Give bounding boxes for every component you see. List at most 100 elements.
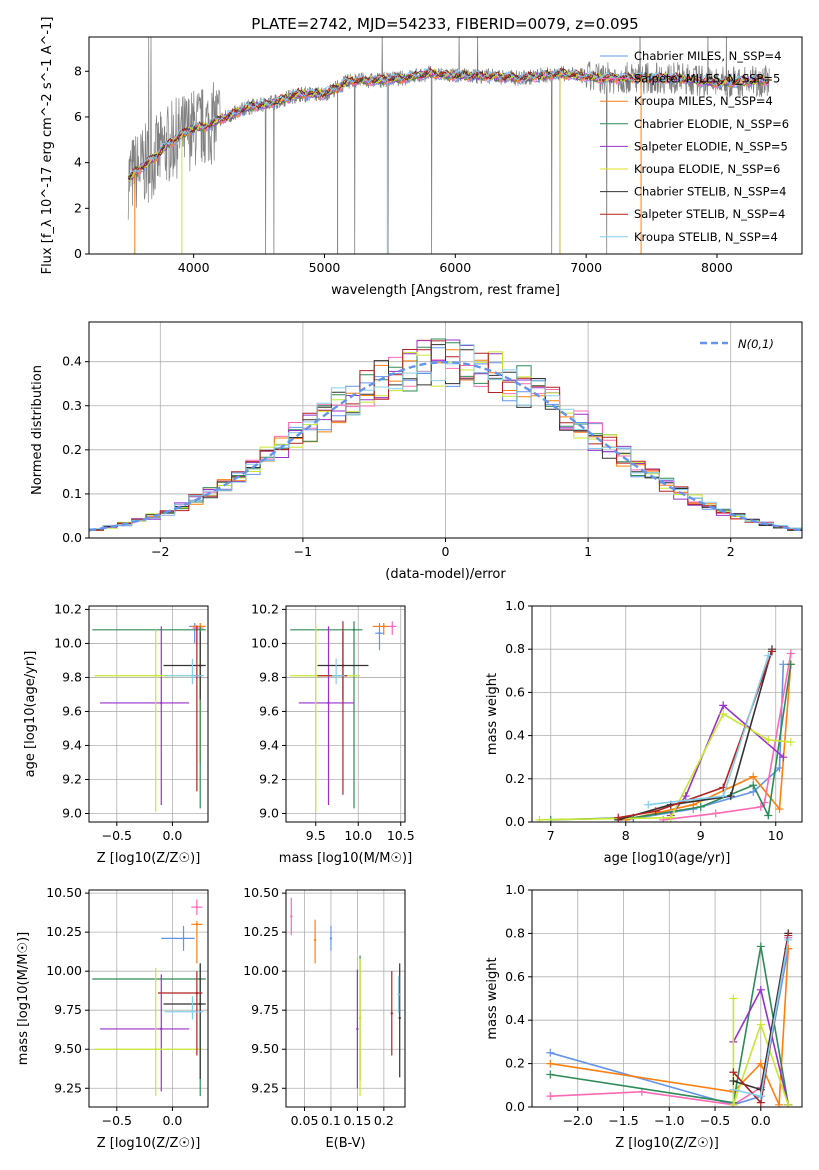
weight_vs_age-point-marker xyxy=(786,649,795,658)
age_vs_mass-ytick-label: 9.0 xyxy=(259,805,279,820)
weight_vs_age-ytick-label: 0.6 xyxy=(505,684,525,699)
age_vs_Z-ytick-label: 9.4 xyxy=(62,737,82,752)
spectrum-ylabel: Flux [f_λ 10^-17 erg cm^-2 s^-1 A^-1] xyxy=(40,17,55,275)
mass_vs_ebv-xlabel: E(B-V) xyxy=(325,1136,365,1151)
weight_vs_Z-point-marker xyxy=(546,1048,555,1057)
weight_vs_age-point-marker xyxy=(786,738,795,747)
legend-label: Kroupa STELIB, N_SSP=4 xyxy=(634,230,778,244)
weight_vs_Z-plot-area xyxy=(546,929,793,1107)
mass_vs_ebv-ytick-label: 9.50 xyxy=(251,1041,279,1056)
mass_vs_ebv-point xyxy=(397,993,400,996)
mass_vs_ebv-panel: 0.05 0.1 0.15 0.2 9.25 9.50 9.75 10.00 10.25 10.5… xyxy=(243,885,406,1151)
weight_vs_age-point-marker xyxy=(764,811,773,820)
weight_vs_age-point-marker xyxy=(779,753,788,762)
residuals-ytick-label: 0.2 xyxy=(62,442,82,457)
mass_vs_Z-point xyxy=(195,991,199,995)
age_vs_mass-ytick-label: 10.0 xyxy=(251,635,279,650)
age_vs_mass-xtick-label: 10.5 xyxy=(387,828,415,843)
weight_vs_Z-ytick-label: 0.6 xyxy=(505,969,525,984)
residuals-ytick-label: 0.4 xyxy=(62,354,82,369)
weight_vs_age-xtick-label: 9 xyxy=(697,828,705,843)
weight_vs_age-xtick-label: 10 xyxy=(768,828,784,843)
age_vs_Z-ytick-label: 9.0 xyxy=(62,805,82,820)
legend-label: Chabrier MILES, N_SSP=4 xyxy=(634,49,781,63)
spectrum-ytick-label: 4 xyxy=(74,155,82,170)
spectrum-ytick-label: 0 xyxy=(74,246,82,261)
weight_vs_Z-point-marker xyxy=(729,1100,738,1107)
age_vs_mass-frame xyxy=(285,605,406,823)
age_vs_mass-point xyxy=(382,625,385,628)
legend-label: N(0,1) xyxy=(738,337,774,351)
age_vs_Z-xtick-label: 0.0 xyxy=(162,828,182,843)
weight_vs_age-point-marker xyxy=(711,809,720,818)
mass_vs_Z-ytick-label: 9.75 xyxy=(54,1002,82,1017)
age_vs_mass-ytick-label: 10.2 xyxy=(251,601,279,616)
weight_vs_age-xtick-label: 7 xyxy=(547,828,555,843)
weight_vs_age-ytick-label: 0.0 xyxy=(505,814,525,829)
mass_vs_Z-ylabel: mass [log10(M/M☉)] xyxy=(16,932,31,1065)
legend-label: Kroupa MILES, N_SSP=4 xyxy=(634,94,773,108)
age_vs_Z-point xyxy=(199,628,202,632)
weight_vs_Z-point-marker xyxy=(756,1092,765,1101)
weight_vs_Z-ytick-label: 0.2 xyxy=(505,1056,525,1071)
age_vs_mass-point xyxy=(378,632,381,635)
weight_vs_age-series-line xyxy=(539,712,791,821)
spectrum-model-line xyxy=(127,69,769,180)
residuals-plot-area xyxy=(89,338,802,533)
age_vs_Z-xtick-label: −0.5 xyxy=(102,828,132,843)
weight_vs_Z-ytick-label: 1.0 xyxy=(505,882,525,897)
mass_vs_ebv-point xyxy=(290,915,293,918)
weight_vs_Z-point-marker xyxy=(756,1059,765,1068)
mass_vs_ebv-xtick-label: 0.15 xyxy=(343,1113,371,1128)
weight_vs_Z-frame xyxy=(531,889,803,1108)
spectrum-frame xyxy=(88,36,803,255)
age_vs_mass-ytick-label: 9.4 xyxy=(259,737,279,752)
age_vs_mass-point xyxy=(314,674,317,677)
weight_vs_Z-point-marker xyxy=(729,1068,738,1077)
age_vs_Z-point xyxy=(199,664,202,667)
histogram-line xyxy=(89,344,802,532)
weight_vs_age-point-marker xyxy=(651,807,660,816)
weight_vs_Z-xtick-label: −2.0 xyxy=(563,1113,593,1128)
mass_vs_Z-ytick-label: 10.25 xyxy=(46,924,82,939)
age_vs_Z-point xyxy=(160,701,163,705)
mass_vs_Z-ytick-label: 10.50 xyxy=(46,885,82,900)
mass_vs_ebv-ytick-label: 9.25 xyxy=(251,1080,279,1095)
age_vs_Z-ytick-label: 9.6 xyxy=(62,703,82,718)
weight_vs_age-point-marker xyxy=(764,735,773,744)
residuals-ytick-label: 0.1 xyxy=(62,486,82,501)
weight_vs_Z-point-marker xyxy=(546,1092,555,1101)
gaussian-reference-line xyxy=(89,360,802,532)
weight_vs_age-point-marker xyxy=(749,772,758,781)
residuals-xlabel: (data-model)/error xyxy=(385,567,506,582)
age_vs_Z-xlabel: Z [log10(Z/Z☉)] xyxy=(97,851,201,866)
age_vs_mass-point xyxy=(327,701,330,705)
mass_vs_ebv-point xyxy=(398,1016,401,1020)
age_vs_mass-point xyxy=(391,625,394,628)
weight_vs_Z-ytick-label: 0.8 xyxy=(505,925,525,940)
age_vs_mass-xlabel: mass [log10(M/M☉)] xyxy=(279,851,412,866)
weight_vs_Z-point-marker xyxy=(756,985,765,994)
weight_vs_age-ylabel: mass weight xyxy=(485,673,500,755)
age_vs_mass-point xyxy=(352,628,356,632)
age_vs_mass-panel: 9.5 10.0 10.5 9.0 9.2 9.4 9.6 9.8 10.0 10.2 mass [… xyxy=(251,601,415,866)
weight_vs_age-point-marker xyxy=(719,710,728,718)
weight_vs_age-point-marker xyxy=(726,792,735,801)
age_vs_mass-ytick-label: 9.8 xyxy=(259,669,279,684)
age_vs_mass-ytick-label: 9.2 xyxy=(259,771,279,786)
weight_vs_age-series-line xyxy=(550,664,792,821)
age_vs_mass-xtick-label: 10.0 xyxy=(344,828,372,843)
age_vs_mass-plot-area xyxy=(290,621,397,812)
weight_vs_Z-point-marker xyxy=(756,1020,765,1029)
weight_vs_age-point-marker xyxy=(696,802,705,811)
residuals-xtick-label: 2 xyxy=(727,544,735,559)
spectrum-panel: 4000 5000 6000 7000 8000 0 2 4 6 8 wavelength [Ang… xyxy=(40,17,803,298)
legend-label: Chabrier STELIB, N_SSP=4 xyxy=(634,185,786,199)
weight_vs_age-ytick-label: 0.8 xyxy=(505,641,525,656)
weight_vs_Z-ytick-label: 0.0 xyxy=(505,1099,525,1114)
age_vs_mass-ytick-label: 9.6 xyxy=(259,703,279,718)
weight_vs_Z-series-line xyxy=(550,946,790,1105)
age_vs_Z-ytick-label: 10.2 xyxy=(54,601,82,616)
weight_vs_age-point-marker xyxy=(786,660,795,669)
